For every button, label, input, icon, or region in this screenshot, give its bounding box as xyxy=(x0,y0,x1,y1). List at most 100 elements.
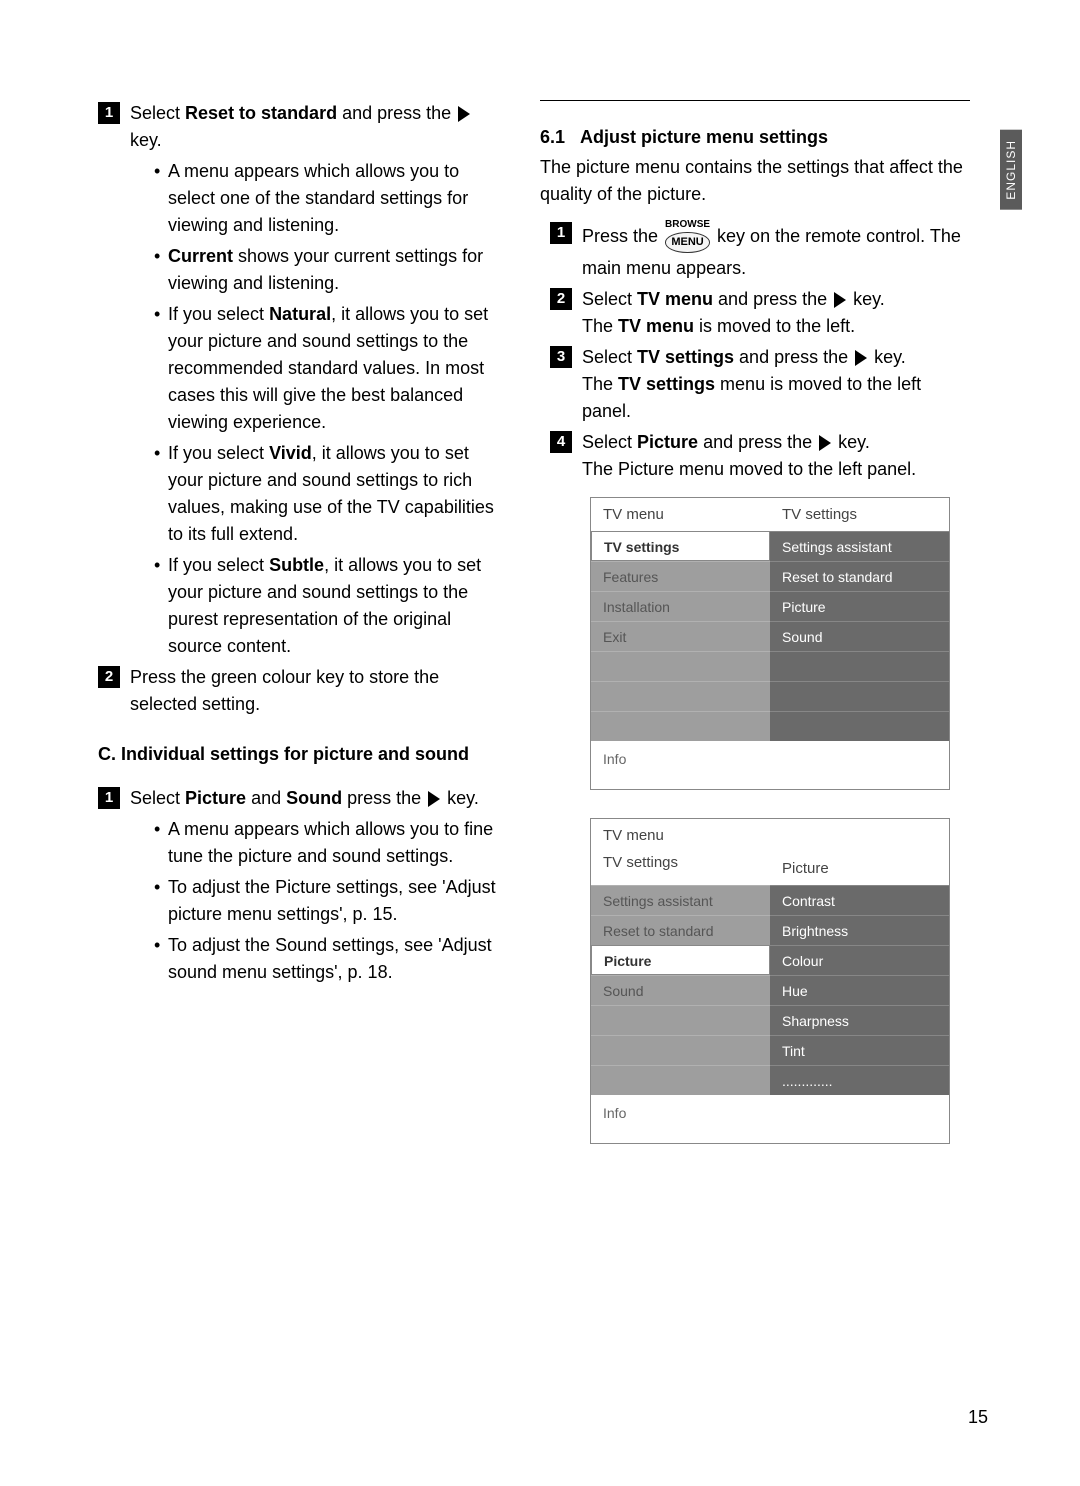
text: The Picture menu moved to the left panel… xyxy=(582,459,916,479)
menu-item-left: Installation xyxy=(591,591,770,621)
intro-text: The picture menu contains the settings t… xyxy=(540,154,970,208)
text-bold: TV menu xyxy=(637,289,713,309)
r-step-3: 3 Select TV settings and press the key. … xyxy=(540,344,970,425)
menu-item-left xyxy=(591,711,770,741)
divider xyxy=(540,100,970,101)
text-bold: Subtle xyxy=(269,555,324,575)
text-bold: TV settings xyxy=(618,374,715,394)
step1-bullets: A menu appears which allows you to selec… xyxy=(88,158,508,660)
text-bold: Reset to standard xyxy=(185,103,337,123)
r-step-1: 1 Press the BROWSEMENU key on the remote… xyxy=(540,220,970,282)
step-number-3: 3 xyxy=(550,346,572,368)
text: key. xyxy=(442,788,479,808)
arrow-right-icon xyxy=(428,791,440,807)
diagram-title-right xyxy=(770,819,949,852)
arrow-right-icon xyxy=(819,435,831,451)
text: Select xyxy=(130,103,185,123)
menu-item-right: Tint xyxy=(770,1035,949,1065)
menu-item-left xyxy=(591,1035,770,1065)
text: Select xyxy=(582,432,637,452)
text: key. xyxy=(130,130,162,150)
diagram-title-right: TV settings xyxy=(770,498,949,531)
step-number-1: 1 xyxy=(550,222,572,244)
section-6-1-heading: 6.1Adjust picture menu settings xyxy=(540,127,970,148)
text-bold: Current xyxy=(168,246,233,266)
menu-item-left xyxy=(591,1065,770,1095)
diagram-info: Info xyxy=(591,1095,949,1143)
bullet: A menu appears which allows you to fine … xyxy=(154,816,508,870)
arrow-right-icon xyxy=(855,350,867,366)
text-bold: Vivid xyxy=(269,443,312,463)
menu-item-left: Exit xyxy=(591,621,770,651)
menu-item-right: Sharpness xyxy=(770,1005,949,1035)
step-1: 1 Select Reset to standard and press the… xyxy=(88,100,508,154)
step-number-4: 4 xyxy=(550,431,572,453)
menu-item-left: TV settings xyxy=(591,531,770,561)
menu-diagram-1: TV menuTV settingsTV settingsFeaturesIns… xyxy=(590,497,950,790)
right-column: 6.1Adjust picture menu settings The pict… xyxy=(540,100,970,1172)
r-step-4: 4 Select Picture and press the key. The … xyxy=(540,429,970,483)
menu-item-right: Contrast xyxy=(770,885,949,915)
text: If you select xyxy=(168,304,269,324)
left-column: 1 Select Reset to standard and press the… xyxy=(88,100,508,1172)
text: and xyxy=(246,788,286,808)
text: and press the xyxy=(734,347,853,367)
menu-item-right: Settings assistant xyxy=(770,531,949,561)
menu-diagram-2: TV menuTV settings Picture Settings assist… xyxy=(590,818,950,1144)
menu-item-left: Picture xyxy=(591,945,770,975)
bullet: If you select Natural, it allows you to … xyxy=(154,301,508,436)
bullet: Current shows your current settings for … xyxy=(154,243,508,297)
section-number: 6.1 xyxy=(540,127,580,148)
menu-item-right: Picture xyxy=(770,591,949,621)
bullet: To adjust the Picture settings, see 'Adj… xyxy=(154,874,508,928)
bullet: To adjust the Sound settings, see 'Adjus… xyxy=(154,932,508,986)
text: The xyxy=(582,316,618,336)
text-bold: TV settings xyxy=(637,347,734,367)
page-content: 1 Select Reset to standard and press the… xyxy=(88,100,992,1172)
bullet: If you select Subtle, it allows you to s… xyxy=(154,552,508,660)
section-c-heading: C. Individual settings for picture and s… xyxy=(98,744,508,765)
diagram-info: Info xyxy=(591,741,949,789)
menu-item-left xyxy=(591,1005,770,1035)
menu-item-left: Reset to standard xyxy=(591,915,770,945)
c-step1-bullets: A menu appears which allows you to fine … xyxy=(88,816,508,986)
menu-item-right xyxy=(770,681,949,711)
text: If you select xyxy=(168,443,269,463)
menu-item-right: Sound xyxy=(770,621,949,651)
bullet: A menu appears which allows you to selec… xyxy=(154,158,508,239)
diagram-sub-left: TV settings xyxy=(591,852,770,885)
text-bold: Natural xyxy=(269,304,331,324)
text-bold: TV menu xyxy=(618,316,694,336)
c-step-1: 1 Select Picture and Sound press the key… xyxy=(88,785,508,812)
text: and press the xyxy=(337,103,456,123)
menu-item-right: Hue xyxy=(770,975,949,1005)
menu-item-right xyxy=(770,711,949,741)
step-2: 2 Press the green colour key to store th… xyxy=(88,664,508,718)
text: key. xyxy=(848,289,885,309)
menu-item-right: Colour xyxy=(770,945,949,975)
text-bold: Sound xyxy=(286,788,342,808)
text: If you select xyxy=(168,555,269,575)
menu-item-left: Settings assistant xyxy=(591,885,770,915)
text: key. xyxy=(869,347,906,367)
text: is moved to the left. xyxy=(694,316,855,336)
text-bold: Picture xyxy=(185,788,246,808)
menu-item-right: Brightness xyxy=(770,915,949,945)
menu-key-icon: BROWSEMENU xyxy=(665,220,710,255)
text: press the xyxy=(342,788,426,808)
menu-item-left xyxy=(591,681,770,711)
text: and press the xyxy=(698,432,817,452)
text-bold: Picture xyxy=(637,432,698,452)
arrow-right-icon xyxy=(834,292,846,308)
page-number: 15 xyxy=(968,1407,988,1428)
step-number-1: 1 xyxy=(98,102,120,124)
section-title: Adjust picture menu settings xyxy=(580,127,828,147)
diagram-title-left: TV menu xyxy=(591,498,770,531)
text: The xyxy=(582,374,618,394)
text: Select xyxy=(130,788,185,808)
menu-item-left: Sound xyxy=(591,975,770,1005)
menu-item-left: Features xyxy=(591,561,770,591)
text: key. xyxy=(833,432,870,452)
diagram-title-left: TV menu xyxy=(591,819,770,852)
menu-item-right: ............. xyxy=(770,1065,949,1095)
